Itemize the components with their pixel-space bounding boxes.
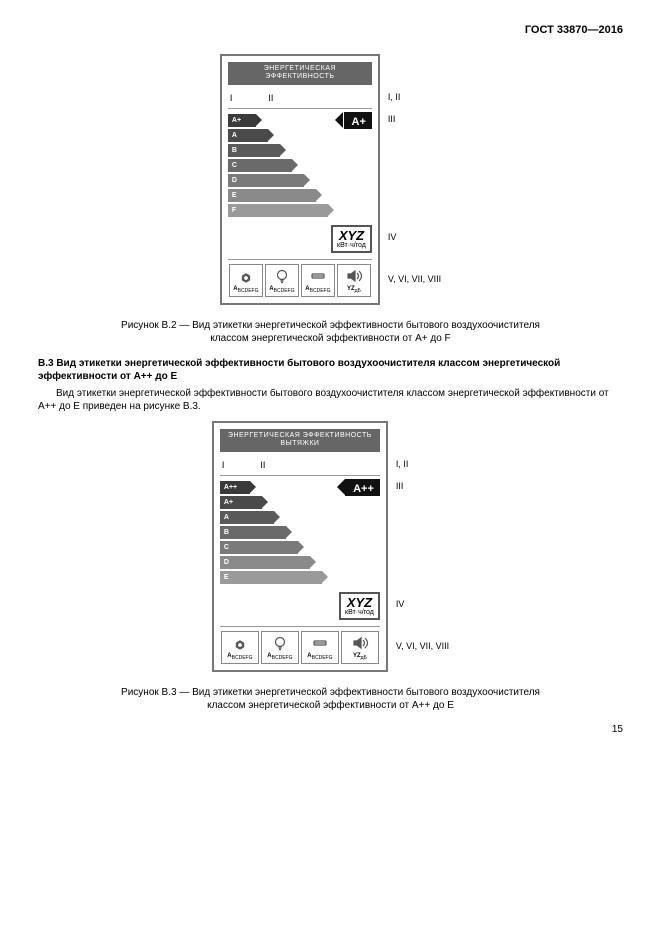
side-annotation: V, VI, VII, VIII bbox=[396, 641, 449, 651]
roman-II: II bbox=[260, 460, 265, 470]
fan-icon bbox=[230, 635, 250, 651]
bulb-icon bbox=[270, 635, 290, 651]
title-line1: ЭНЕРГЕТИЧЕСКАЯ bbox=[230, 65, 370, 73]
noise-icon bbox=[344, 268, 364, 284]
side-annotation: I, II bbox=[396, 459, 449, 469]
class-bar: B bbox=[228, 144, 372, 157]
xyz-value: XYZ bbox=[345, 596, 374, 609]
xyz-unit: кВт·ч/год bbox=[337, 242, 366, 249]
class-bar: E bbox=[220, 571, 380, 584]
icon-bulb: ABCDEFG bbox=[265, 264, 299, 297]
icon-label: ABCDEFG bbox=[223, 653, 257, 661]
section-b3-heading: В.3 Вид этикетки энергетической эффектив… bbox=[38, 357, 623, 383]
title-line2: ВЫТЯЖКИ bbox=[222, 440, 378, 448]
class-bar: C bbox=[228, 159, 372, 172]
icon-filter: ABCDEFG bbox=[301, 264, 335, 297]
fan-icon bbox=[236, 268, 256, 284]
icon-label: ABCDEFG bbox=[303, 286, 333, 294]
class-bar: D bbox=[220, 556, 380, 569]
label-title: ЭНЕРГЕТИЧЕСКАЯ ЭФФЕКТИВНОСТЬ ВЫТЯЖКИ bbox=[220, 429, 380, 452]
side-annotation: III bbox=[388, 114, 441, 124]
icon-filter: ABCDEFG bbox=[301, 631, 339, 664]
noise-icon bbox=[350, 635, 370, 651]
side-annotation: V, VI, VII, VIII bbox=[388, 274, 441, 284]
class-bar: E bbox=[228, 189, 372, 202]
xyz-box: XYZ кВт·ч/год bbox=[339, 592, 380, 620]
doc-header: ГОСТ 33870—2016 bbox=[38, 24, 623, 36]
label-title: ЭНЕРГЕТИЧЕСКАЯ ЭФФЕКТИВНОСТЬ bbox=[228, 62, 372, 85]
xyz-box: XYZ кВт·ч/год bbox=[331, 225, 372, 253]
figure-b3-caption: Рисунок В.3 — Вид этикетки энергетическо… bbox=[38, 686, 623, 712]
energy-label-b2: ЭНЕРГЕТИЧЕСКАЯ ЭФФЕКТИВНОСТЬ I II A+A+AB… bbox=[220, 54, 380, 305]
roman-II: II bbox=[268, 93, 273, 103]
icon-label: ABCDEFG bbox=[263, 653, 297, 661]
icon-noise: YZдБ bbox=[337, 264, 371, 297]
figure-b2: ЭНЕРГЕТИЧЕСКАЯ ЭФФЕКТИВНОСТЬ I II A+A+AB… bbox=[38, 54, 623, 305]
xyz-value: XYZ bbox=[337, 229, 366, 242]
divider bbox=[228, 108, 372, 109]
icon-noise: YZдБ bbox=[341, 631, 379, 664]
icon-bulb: ABCDEFG bbox=[261, 631, 299, 664]
class-arrow: A+ bbox=[344, 112, 372, 129]
icon-label: ABCDEFG bbox=[303, 653, 337, 661]
class-arrow: A++ bbox=[345, 479, 380, 496]
class-bar: B bbox=[220, 526, 380, 539]
roman-markers: I II bbox=[228, 91, 372, 106]
roman-markers: I II bbox=[220, 458, 380, 473]
icon-row: ABCDEFG ABCDEFG ABCDEFG YZдБ bbox=[228, 259, 372, 297]
class-bar: D bbox=[228, 174, 372, 187]
side-annotations: I, II III IV V, VI, VII, VIII bbox=[388, 421, 449, 651]
title-line1: ЭНЕРГЕТИЧЕСКАЯ ЭФФЕКТИВНОСТЬ bbox=[222, 432, 378, 440]
energy-label-b3: ЭНЕРГЕТИЧЕСКАЯ ЭФФЕКТИВНОСТЬ ВЫТЯЖКИ I I… bbox=[212, 421, 388, 672]
figure-b2-caption: Рисунок В.2 — Вид этикетки энергетическо… bbox=[38, 319, 623, 345]
figure-b3: ЭНЕРГЕТИЧЕСКАЯ ЭФФЕКТИВНОСТЬ ВЫТЯЖКИ I I… bbox=[38, 421, 623, 672]
icon-fan: ABCDEFG bbox=[229, 264, 263, 297]
bulb-icon bbox=[272, 268, 292, 284]
section-b3-para: Вид этикетки энергетической эффективност… bbox=[38, 387, 623, 413]
class-bar: C bbox=[220, 541, 380, 554]
side-annotation: I, II bbox=[388, 92, 441, 102]
icon-label: YZдБ bbox=[339, 286, 369, 294]
class-bar: A bbox=[228, 129, 372, 142]
icon-label: ABCDEFG bbox=[231, 286, 261, 294]
side-annotation: IV bbox=[396, 599, 449, 609]
icon-fan: ABCDEFG bbox=[221, 631, 259, 664]
divider bbox=[220, 475, 380, 476]
page-number: 15 bbox=[38, 724, 623, 735]
icon-label: YZдБ bbox=[343, 653, 377, 661]
class-bar: F bbox=[228, 204, 372, 217]
side-annotation: IV bbox=[388, 232, 441, 242]
class-bars: A++A++A+ABCDE bbox=[220, 481, 380, 584]
title-line2: ЭФФЕКТИВНОСТЬ bbox=[230, 73, 370, 81]
filter-icon bbox=[308, 268, 328, 284]
filter-icon bbox=[310, 635, 330, 651]
side-annotation: III bbox=[396, 481, 449, 491]
icon-label: ABCDEFG bbox=[267, 286, 297, 294]
class-bars: A+A+ABCDEF bbox=[228, 114, 372, 217]
roman-I: I bbox=[222, 460, 232, 470]
icon-row: ABCDEFG ABCDEFG ABCDEFG YZдБ bbox=[220, 626, 380, 664]
class-bar: A bbox=[220, 511, 380, 524]
side-annotations: I, II III IV V, VI, VII, VIII bbox=[380, 54, 441, 284]
xyz-unit: кВт·ч/год bbox=[345, 609, 374, 616]
roman-I: I bbox=[230, 93, 240, 103]
